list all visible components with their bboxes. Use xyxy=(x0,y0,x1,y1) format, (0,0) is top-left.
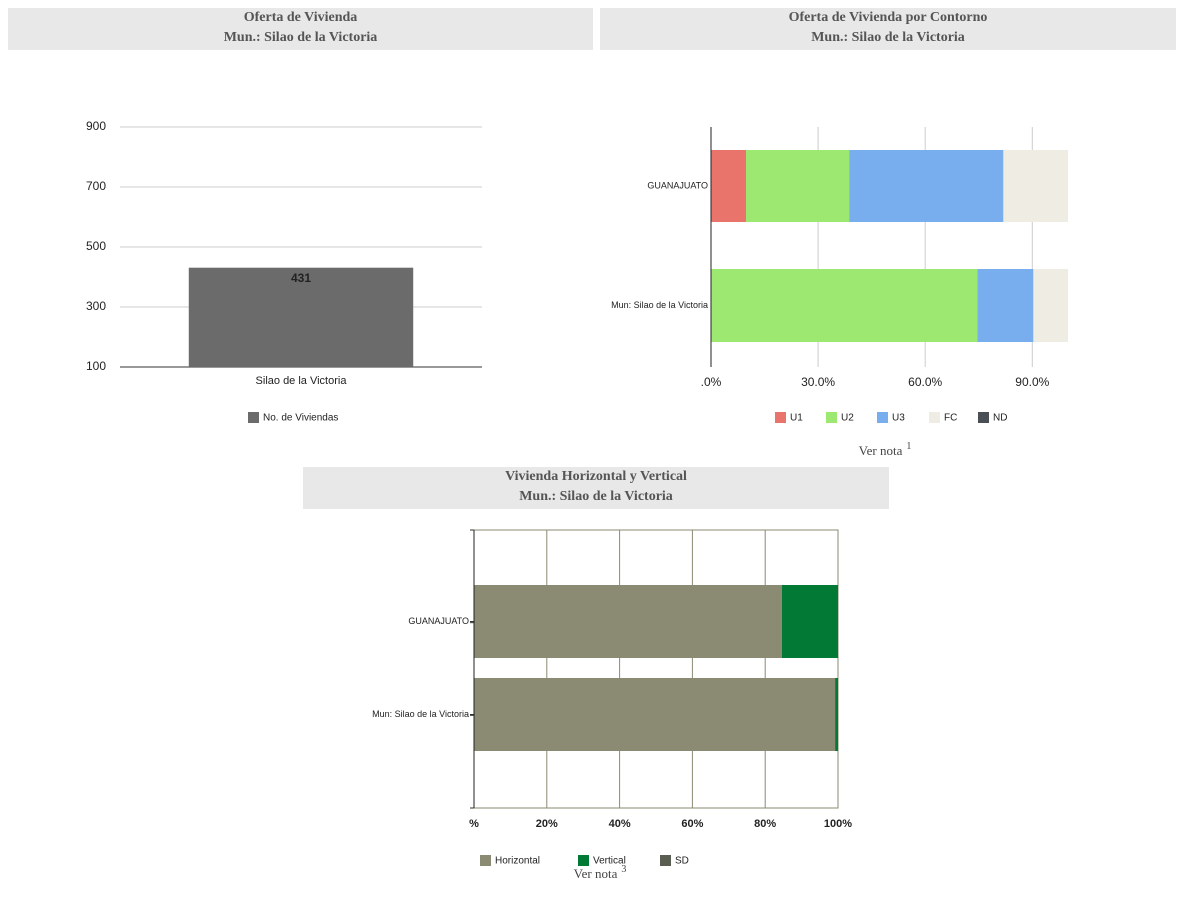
legend-swatch xyxy=(578,855,589,866)
y-tick-label: 700 xyxy=(86,179,106,193)
x-tick-label: 20% xyxy=(536,818,558,830)
y-tick-label: Mun: Silao de la Victoria xyxy=(372,709,469,719)
data-label: 431 xyxy=(291,271,311,285)
bar-segment xyxy=(474,678,836,751)
bar xyxy=(188,267,414,367)
legend-swatch xyxy=(660,855,671,866)
legend-label: Horizontal xyxy=(495,856,540,867)
legend-label: SD xyxy=(675,856,689,867)
legend-label: Vertical xyxy=(593,856,626,867)
y-tick-label: Mun: Silao de la Victoria xyxy=(611,300,708,310)
chart-subtitle: Mun.: Silao de la Victoria xyxy=(224,30,378,45)
x-tick-label: 80% xyxy=(754,818,776,830)
bar-segment xyxy=(1003,150,1068,222)
bar-segment xyxy=(1033,269,1068,342)
x-tick-label: 30.0% xyxy=(801,375,835,389)
legend-swatch xyxy=(978,412,989,423)
bar-segment xyxy=(745,150,850,222)
x-tick-label: 60% xyxy=(681,818,703,830)
legend-label: U2 xyxy=(841,413,854,424)
chart-subtitle: Mun.: Silao de la Victoria xyxy=(519,489,673,504)
note-ref: 1 xyxy=(906,441,911,452)
note-text: Ver nota xyxy=(859,443,903,458)
note-ref: 3 xyxy=(621,864,626,875)
chart-title: Vivienda Horizontal y Vertical xyxy=(505,469,687,484)
legend-swatch xyxy=(248,412,259,423)
chart-header xyxy=(303,467,889,509)
legend-label: No. de Viviendas xyxy=(263,413,338,424)
bar-segment xyxy=(977,269,1034,342)
chart-title: Oferta de Vivienda por Contorno xyxy=(789,10,988,25)
x-tick-label: 40% xyxy=(609,818,631,830)
note-text: Ver nota xyxy=(574,866,618,881)
bar-segment xyxy=(835,678,838,751)
legend-label: ND xyxy=(993,413,1007,424)
chart-header xyxy=(8,8,593,50)
legend-swatch xyxy=(826,412,837,423)
y-tick-label: GUANAJUATO xyxy=(647,180,708,190)
legend-label: FC xyxy=(944,413,957,424)
legend-swatch xyxy=(480,855,491,866)
bar-segment xyxy=(474,585,782,658)
chart-subtitle: Mun.: Silao de la Victoria xyxy=(811,30,965,45)
chart-title: Oferta de Vivienda xyxy=(244,10,358,25)
y-tick-label: 300 xyxy=(86,299,106,313)
legend-swatch xyxy=(775,412,786,423)
x-tick-label: 60.0% xyxy=(908,375,942,389)
note: Ver nota 1 xyxy=(859,441,912,458)
bar-segment xyxy=(711,269,978,342)
y-tick-label: 900 xyxy=(86,119,106,133)
x-tick-label: 100% xyxy=(824,818,852,830)
y-tick-label: 100 xyxy=(86,359,106,373)
legend-label: U1 xyxy=(790,413,803,424)
bar-segment xyxy=(781,585,838,658)
plot-frame xyxy=(473,529,839,809)
legend-swatch xyxy=(877,412,888,423)
x-tick-label: 90.0% xyxy=(1015,375,1049,389)
bar-segment xyxy=(711,150,746,222)
x-tick-label: .0% xyxy=(701,375,722,389)
legend-label: U3 xyxy=(892,413,905,424)
y-tick-label: GUANAJUATO xyxy=(408,616,469,626)
x-tick-label: % xyxy=(469,818,479,830)
bar-segment xyxy=(849,150,1004,222)
chart-header xyxy=(600,8,1176,50)
x-tick-label: Silao de la Victoria xyxy=(256,375,348,387)
legend-swatch xyxy=(929,412,940,423)
note: Ver nota 3 xyxy=(574,864,627,881)
y-tick-label: 500 xyxy=(86,239,106,253)
